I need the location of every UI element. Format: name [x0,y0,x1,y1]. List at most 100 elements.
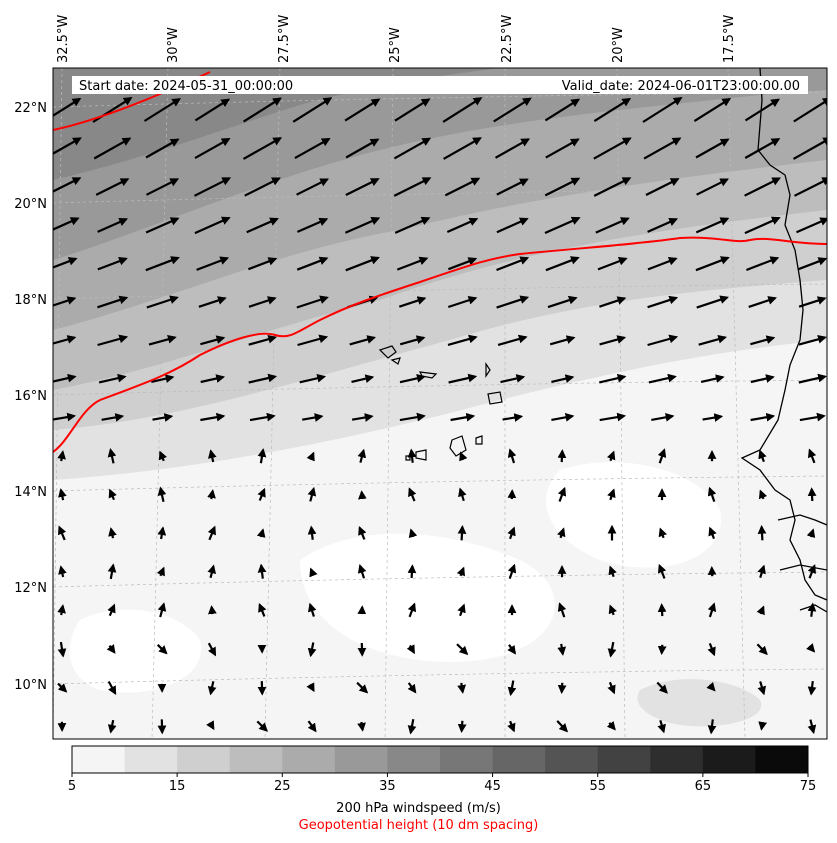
wind-arrow [696,295,729,309]
wind-arrow [556,720,569,733]
colorbar-cell [177,746,231,773]
wind-arrow [544,177,581,197]
wind-arrow [706,682,716,692]
wind-arrow [296,295,329,309]
wind-arrow [457,524,467,541]
wind-arrow [794,177,827,197]
wind-arrow [807,680,817,696]
wind-arrow [152,413,174,422]
wind-arrow [758,489,768,500]
calm-patch [69,609,202,693]
colorbar-cell [334,746,388,773]
colorbar-tick-label: 25 [274,779,291,794]
wind-arrow [695,217,730,234]
wind-arrow [544,216,581,235]
wind-arrow [507,680,517,697]
wind-arrow [146,178,180,196]
wind-arrow [257,487,266,501]
wind-arrow [707,486,717,502]
lat-label: 14°N [14,485,47,500]
wind-arrow [307,642,317,658]
wind-arrow [57,641,67,658]
wind-arrow [442,97,483,123]
wind-arrow [606,720,616,731]
colorbar-cell [492,746,546,773]
wind-arrow [198,296,227,308]
lat-label: 22°N [14,101,47,116]
wind-arrow [207,681,217,696]
wind-arrow [456,566,466,577]
wind-arrow [608,565,617,578]
contour-legend-label: Geopotential height (10 dm spacing) [298,818,539,833]
latitude-labels: 22°N 20°N 18°N 16°N 14°N 12°N 10°N [14,101,47,693]
wind-arrow [793,97,827,123]
colorbar-tick-label: 75 [800,779,817,794]
wind-arrow [257,448,267,464]
colorbar-ticks: 5 15 25 35 45 55 65 75 [68,773,816,794]
wind-arrow [208,449,217,463]
wind-arrow [750,335,776,346]
lon-label: 32.5°W [56,15,71,63]
wind-arrow [408,487,417,502]
wind-arrow [206,720,215,731]
wind-arrow [447,296,478,309]
colorbar-cell [229,746,283,773]
wind-arrow [807,719,817,735]
wind-arrow [507,563,517,579]
wind-arrow [599,412,627,422]
wind-arrow [93,137,132,160]
wind-arrow [309,567,318,578]
wind-arrow [157,526,167,540]
wind-arrow [248,257,278,271]
wind-arrow [393,137,432,160]
wind-arrow [507,644,517,655]
wind-arrow [243,97,282,123]
wind-arrow [642,97,683,123]
wind-arrow [496,295,530,309]
wind-arrow [145,217,180,234]
lon-label: 30°W [166,27,181,63]
wind-arrow [696,178,729,196]
wind-arrow [698,334,727,346]
wind-arrow [57,604,66,616]
wind-arrow [756,643,768,656]
wind-arrow [58,488,67,501]
wind-arrow [707,642,716,657]
colorbar-label: 200 hPa windspeed (m/s) [336,801,501,816]
wind-arrow [756,605,765,616]
colorbar-cell [440,746,494,773]
wind-arrow [356,681,369,694]
colorbar-tick-label: 65 [695,779,712,794]
wind-arrow [307,486,317,502]
wind-arrow [296,256,329,271]
wind-arrow [351,374,375,383]
valid-date-text: Valid_date: 2024-06-01T23:00:00.00 [562,79,800,94]
wind-arrow [496,217,529,234]
wind-arrow [557,527,566,539]
wind-arrow [593,177,632,197]
wind-arrow [700,374,725,383]
colorbar-frame [71,745,809,774]
colorbar-cell [702,746,756,773]
wind-arrow [107,447,117,464]
wind-arrow [207,489,216,500]
wind-arrow [744,216,781,235]
wind-arrow [53,412,77,422]
wind-arrow [53,296,77,307]
wind-arrow [200,374,226,384]
wind-arrow [758,449,767,463]
wind-arrow [807,487,817,502]
wind-arrow [496,256,530,272]
colorbar [72,746,809,773]
wind-arrow [256,528,266,538]
wind-arrow [407,564,417,579]
wind-arrow [493,97,532,123]
wind-arrow [107,563,117,580]
wind-arrow [798,257,827,271]
wind-arrow [557,602,567,618]
colorbar-cell [650,746,704,773]
wind-arrow [407,602,417,618]
wind-arrow [457,603,466,617]
wind-arrow [807,602,817,617]
